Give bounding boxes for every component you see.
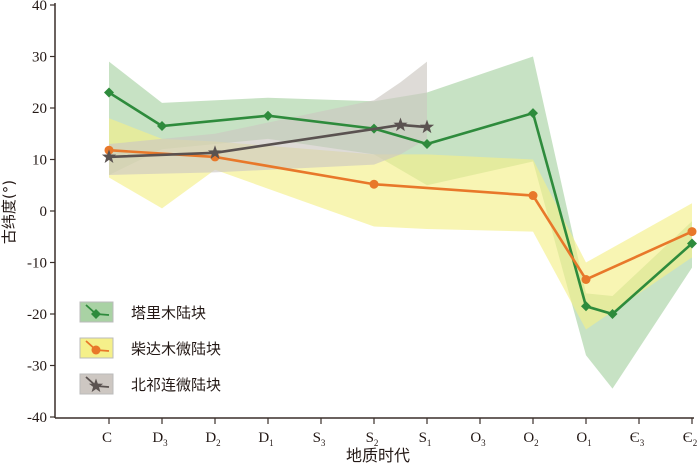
- legend-label: 北祁连微陆块: [131, 376, 221, 394]
- y-tick-label: -10: [27, 256, 47, 272]
- y-tick-label: 20: [32, 101, 47, 117]
- y-tick-label: -40: [27, 410, 47, 426]
- x-tick-label: O3: [470, 430, 486, 448]
- data-point: [581, 301, 591, 312]
- data-point: [687, 238, 697, 249]
- data-point: [528, 108, 538, 119]
- data-point: [419, 119, 435, 134]
- data-point: [88, 378, 104, 393]
- y-tick-label: -30: [27, 359, 47, 375]
- y-axis-label: 古纬度(°): [0, 180, 18, 244]
- y-tick-label: 0: [40, 204, 48, 220]
- x-tick-label: Є2: [683, 430, 697, 448]
- data-point: [422, 139, 432, 150]
- x-ticks: C D3 D2 D1 S3 S2 S1 O3 O2 O1 Є3 Є2: [102, 418, 697, 448]
- data-point: [528, 191, 538, 201]
- y-tick-label: 10: [32, 153, 47, 169]
- x-tick-label: O1: [576, 430, 591, 448]
- data-point: [263, 110, 273, 121]
- y-tick-label: 30: [32, 50, 47, 66]
- data-point: [393, 117, 408, 132]
- x-tick-label: S2: [366, 430, 379, 448]
- uncertainty-bands: [109, 56, 692, 389]
- x-tick-label: S1: [419, 430, 432, 448]
- data-point: [607, 309, 618, 319]
- data-point: [207, 145, 223, 159]
- legend-item: 柴达木微陆块: [79, 337, 221, 359]
- y-ticks: 40 30 20 10 0 -10 -20 -30 -40: [27, 0, 55, 426]
- data-point: [687, 227, 697, 237]
- legend-label: 塔里木陆块: [131, 304, 206, 322]
- data-point: [91, 345, 101, 355]
- legend-label: 柴达木微陆块: [131, 340, 221, 358]
- x-tick-label: D3: [152, 430, 168, 448]
- data-point: [91, 309, 101, 319]
- y-tick-label: -20: [27, 307, 47, 323]
- band-circle: [109, 118, 692, 330]
- y-tick-label: 40: [32, 0, 47, 14]
- data-point: [581, 274, 591, 284]
- x-tick-label: Є3: [630, 430, 645, 448]
- x-tick-label: C: [102, 430, 112, 446]
- legend-item: 北祁连微陆块: [79, 373, 221, 395]
- data-point: [101, 149, 117, 163]
- x-tick-label: O2: [523, 430, 538, 448]
- legend-item: 塔里木陆块: [79, 301, 206, 323]
- series-line-star: [108, 123, 428, 159]
- data-point: [104, 87, 114, 98]
- data-point: [157, 121, 167, 132]
- x-tick-label: D2: [205, 430, 220, 448]
- band-star: [109, 61, 427, 175]
- x-axis-label: 地质时代: [346, 446, 410, 465]
- x-tick-label: D1: [258, 430, 273, 448]
- series-line-circle: [108, 148, 693, 282]
- data-point: [369, 179, 379, 189]
- x-tick-label: S3: [313, 430, 326, 448]
- series-lines: [101, 87, 697, 319]
